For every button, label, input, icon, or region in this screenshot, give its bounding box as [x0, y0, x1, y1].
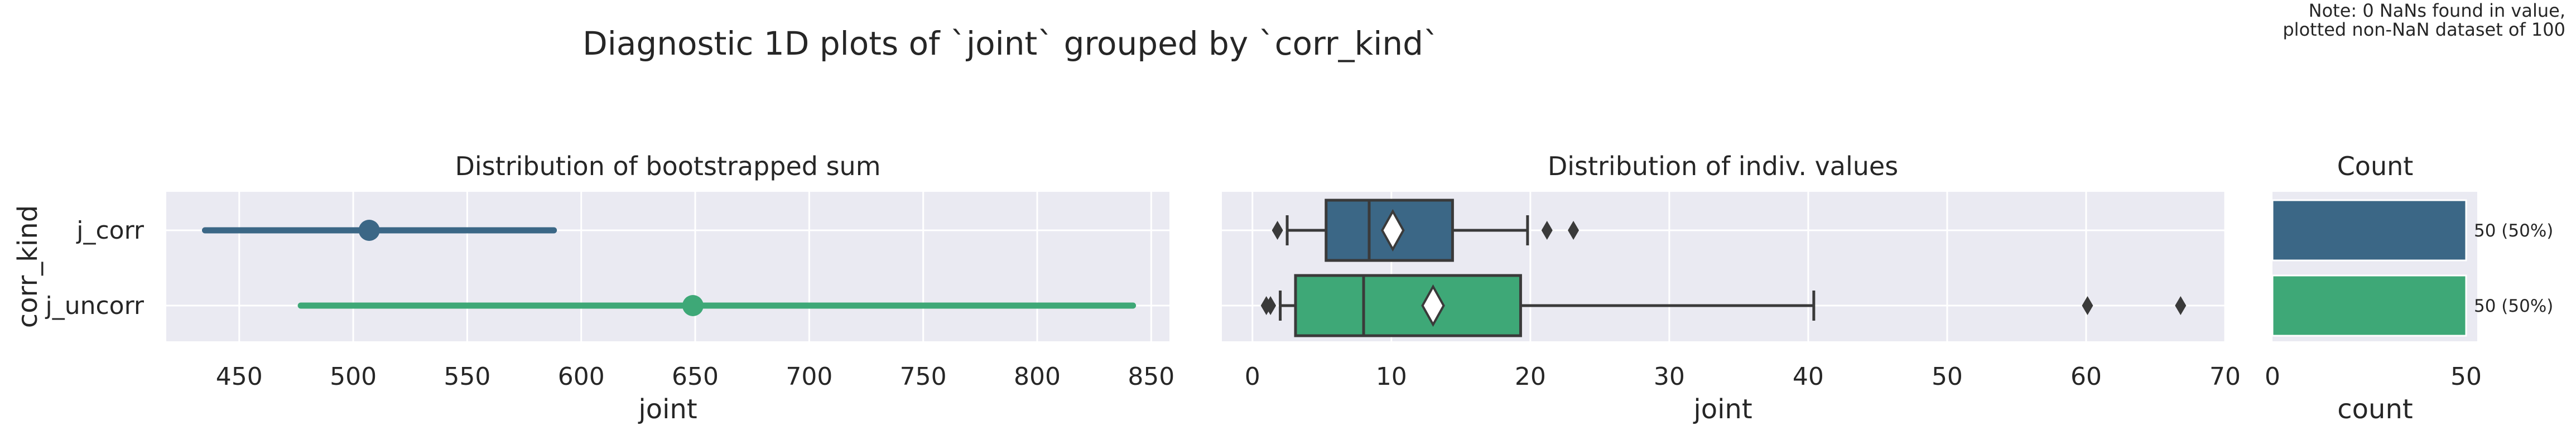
individual-x-tick-label: 50	[1932, 362, 1963, 391]
individual-panel-title: Distribution of indiv. values	[1548, 151, 1898, 181]
bootstrap-x-axis-label: joint	[638, 394, 697, 425]
individual-x-tick-label: 30	[1654, 362, 1685, 391]
outlier-point-j_uncorr	[1265, 296, 1277, 315]
count-bar-j_corr	[2271, 199, 2467, 262]
bootstrap-estimate-point-j_uncorr	[682, 295, 704, 316]
count-x-ticks: 0 50	[2265, 362, 2482, 391]
bootstrap-x-tick-label: 550	[444, 362, 490, 391]
bootstrap-x-tick-label: 650	[672, 362, 719, 391]
bootstrap-panel-background	[166, 192, 1169, 341]
mean-marker-j_uncorr	[1421, 284, 1445, 327]
y-tick-label-j_corr: j_corr	[76, 216, 145, 245]
count-bar-label-j_uncorr: 50 (50%)	[2474, 296, 2553, 316]
count-x-tick-label: 50	[2450, 362, 2482, 391]
nan-note-line-1: Note: 0 NaNs found in value,	[2309, 0, 2565, 21]
y-tick-label-j_uncorr: j_uncorr	[45, 292, 144, 320]
individual-x-ticks: 0 10 20 30 40 50 60 70	[1245, 362, 2241, 391]
individual-x-tick-label: 40	[1793, 362, 1824, 391]
count-x-tick-label: 0	[2265, 362, 2280, 391]
count-bar-label-j_corr: 50 (50%)	[2474, 221, 2553, 241]
individual-x-tick-label: 20	[1515, 362, 1546, 391]
bootstrap-y-ticks: j_corr j_uncorr	[45, 216, 144, 320]
individual-x-tick-label: 10	[1376, 362, 1407, 391]
outlier-point-j_corr	[1541, 221, 1553, 240]
outlier-point-j_corr	[1568, 221, 1580, 240]
figure-title: Diagnostic 1D plots of `joint` grouped b…	[582, 25, 1439, 62]
count-bar-j_uncorr	[2271, 274, 2467, 337]
mean-marker-j_corr	[1381, 209, 1405, 252]
bootstrap-panel-title: Distribution of bootstrapped sum	[455, 151, 880, 181]
bootstrap-sum-panel: Distribution of bootstrapped sum 450 500 5…	[12, 151, 1174, 425]
bootstrap-y-axis-label: corr_kind	[12, 205, 44, 328]
individual-x-tick-label: 70	[2209, 362, 2241, 391]
bootstrap-x-tick-label: 500	[330, 362, 377, 391]
count-x-axis-label: count	[2337, 394, 2413, 425]
bootstrap-x-tick-label: 750	[900, 362, 947, 391]
bootstrap-x-tick-label: 850	[1128, 362, 1174, 391]
individual-x-tick-label: 60	[2071, 362, 2102, 391]
outlier-point-j_uncorr	[2175, 296, 2187, 315]
bootstrap-marks	[201, 220, 1137, 316]
count-panel-title: Count	[2337, 151, 2414, 181]
box-j_uncorr	[1294, 274, 1522, 337]
count-panel: Count 50 (50%) 50 (50%) 0 50 count	[2265, 151, 2553, 425]
bootstrap-x-ticks: 450 500 550 600 650 700 750 800 850	[216, 362, 1175, 391]
bootstrap-x-tick-label: 450	[216, 362, 263, 391]
individual-x-tick-label: 0	[1245, 362, 1260, 391]
bootstrap-x-tick-label: 800	[1014, 362, 1061, 391]
individual-marks	[1260, 199, 2187, 337]
count-marks: 50 (50%) 50 (50%)	[2271, 199, 2553, 337]
bootstrap-estimate-point-j_corr	[358, 220, 380, 241]
nan-note-line-2: plotted non-NaN dataset of 100	[2283, 19, 2565, 40]
outlier-point-j_uncorr	[2082, 296, 2093, 315]
bootstrap-x-tick-label: 700	[786, 362, 832, 391]
bootstrap-x-tick-label: 600	[558, 362, 605, 391]
outlier-point-j_corr	[1272, 221, 1283, 240]
individual-values-panel: Distribution of indiv. values 0 10 20 30 40 5…	[1222, 151, 2241, 425]
individual-x-axis-label: joint	[1693, 394, 1752, 425]
